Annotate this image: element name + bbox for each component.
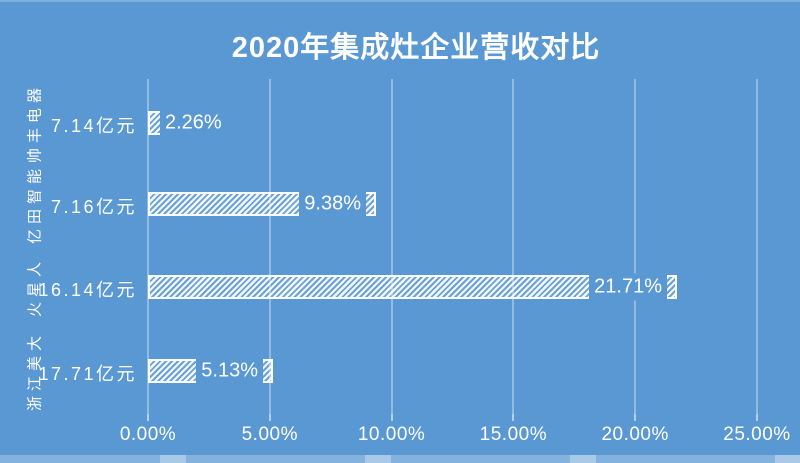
gridline (268, 79, 271, 414)
bottom-strip-dash (775, 455, 800, 463)
bar-value-label: 9.38% (299, 190, 366, 218)
x-axis-tick-label: 25.00% (723, 424, 791, 445)
gridline (147, 79, 149, 414)
revenue-label: 7.14亿元 (50, 116, 137, 136)
bar-value-label: 5.13% (196, 357, 263, 385)
x-axis-tick-label: 20.00% (601, 424, 669, 445)
axis-tick (634, 414, 637, 421)
gridline (756, 79, 758, 414)
gridline (512, 79, 515, 414)
axis-tick (512, 414, 515, 421)
chart-title: 2020年集成灶企业营收对比 (231, 32, 601, 64)
bar: 21.71% (148, 273, 677, 301)
bottom-strip-dash (160, 455, 186, 463)
bar: 5.13% (148, 357, 273, 385)
x-axis-tick-label: 0.00% (119, 424, 177, 445)
gridline (390, 79, 393, 414)
axis-tick (756, 414, 758, 421)
x-axis-tick-label: 15.00% (479, 424, 548, 445)
axis-tick (390, 414, 393, 421)
gridline (634, 79, 637, 414)
top-edge-line (0, 0, 800, 2)
revenue-label: 17.71亿元 (38, 364, 137, 384)
bar: 2.26% (148, 109, 227, 137)
bar-value-label: 21.71% (589, 273, 667, 301)
bottom-strip-dash (570, 455, 596, 463)
x-axis-tick-label: 10.00% (357, 424, 426, 445)
bar-value-label: 2.26% (160, 109, 227, 137)
revenue-label: 7.16亿元 (50, 197, 137, 217)
bar: 9.38% (148, 190, 376, 218)
bottom-strip (0, 455, 800, 463)
axis-tick (268, 414, 271, 421)
bottom-strip-dash (365, 455, 391, 463)
axis-tick (147, 414, 149, 421)
revenue-label: 16.14亿元 (38, 280, 137, 300)
x-axis-tick-label: 5.00% (241, 424, 298, 445)
